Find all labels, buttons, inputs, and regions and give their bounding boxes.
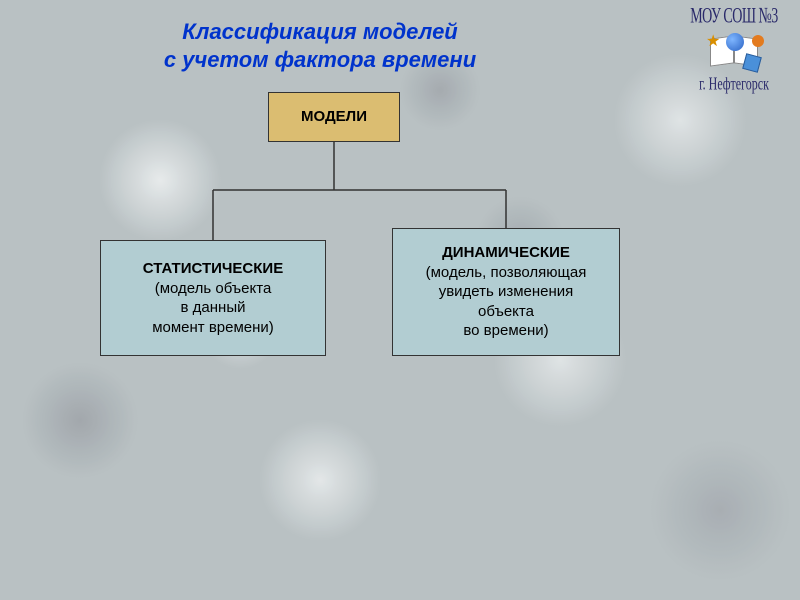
node-dynamic: ДИНАМИЧЕСКИЕ (модель, позволяющая увидет…	[392, 228, 620, 356]
globe-icon	[726, 33, 744, 51]
root-label: МОДЕЛИ	[301, 107, 367, 127]
logo-bottom-text: г. Нефтегорск	[674, 73, 794, 96]
static-heading: СТАТИСТИЧЕСКИЕ	[143, 260, 283, 277]
dynamic-body-l2: увидеть изменения	[439, 283, 574, 300]
logo-icon: ★	[704, 29, 764, 69]
static-body-l3: момент времени)	[152, 319, 274, 336]
node-static-content: СТАТИСТИЧЕСКИЕ (модель объекта в данный …	[143, 259, 283, 337]
title-line-1: Классификация моделей	[182, 19, 458, 44]
dynamic-body-l4: во времени)	[463, 322, 548, 339]
static-body-l1: (модель объекта	[155, 280, 272, 297]
dynamic-body-l3: объекта	[478, 303, 534, 320]
node-static: СТАТИСТИЧЕСКИЕ (модель объекта в данный …	[100, 240, 326, 356]
star-icon: ★	[706, 31, 720, 51]
cube-icon	[742, 53, 762, 73]
school-logo: МОУ СОШ №3 ★ г. Нефтегорск	[674, 5, 794, 95]
fruit-icon	[752, 35, 764, 47]
node-dynamic-content: ДИНАМИЧЕСКИЕ (модель, позволяющая увидет…	[426, 243, 587, 341]
logo-top-text: МОУ СОШ №3	[674, 5, 794, 31]
dynamic-body-l1: (модель, позволяющая	[426, 264, 587, 281]
static-body-l2: в данный	[181, 299, 246, 316]
diagram-title: Классификация моделей с учетом фактора в…	[0, 18, 640, 73]
node-root: МОДЕЛИ	[268, 92, 400, 142]
title-line-2: с учетом фактора времени	[164, 47, 476, 72]
dynamic-heading: ДИНАМИЧЕСКИЕ	[442, 244, 570, 261]
